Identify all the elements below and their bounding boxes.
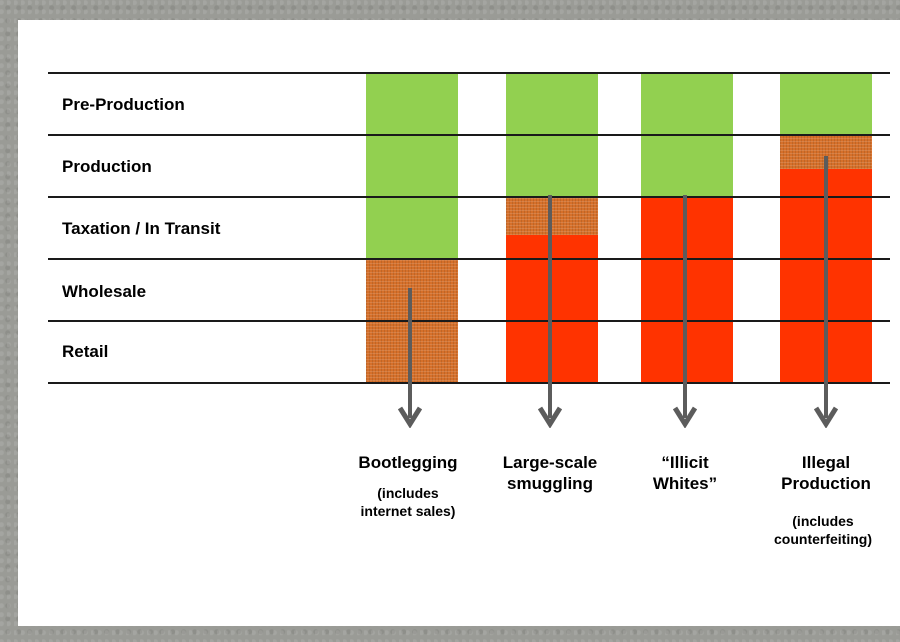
column-note-line: (includes [792, 513, 854, 529]
row-label-pre-production: Pre-Production [62, 95, 185, 114]
smuggling-arrow-shaft [548, 195, 552, 418]
column-note-bootlegging: (includes internet sales) [333, 484, 483, 520]
illicit-whites-legal-segment [641, 74, 733, 198]
slide: Pre-Production Production Taxation / In … [18, 20, 900, 626]
column-title-line: Production [781, 474, 871, 493]
row-label-taxation: Taxation / In Transit [62, 219, 221, 238]
column-title-line: Whites” [652, 474, 718, 493]
row-label-wholesale: Wholesale [62, 282, 147, 301]
bootlegging-legal-segment [366, 74, 458, 260]
down-arrow-icon [398, 406, 422, 428]
column-title-line: smuggling [507, 474, 593, 493]
smuggling-transition-segment [506, 198, 598, 235]
column-title-line: Bootlegging [358, 453, 458, 472]
column-note-illegal-production: (includes counterfeiting) [748, 512, 898, 548]
down-arrow-icon [673, 406, 697, 428]
column-title-illegal-production: Illegal Production [766, 452, 886, 494]
down-arrow-icon [538, 406, 562, 428]
row-divider [48, 72, 890, 74]
row-divider [48, 134, 890, 136]
column-title-illicit-whites: “Illicit Whites” [625, 452, 745, 494]
column-title-smuggling: Large-scale smuggling [490, 452, 610, 494]
smuggling-legal-segment [506, 74, 598, 198]
row-label-production: Production [62, 157, 152, 176]
column-title-line: Large-scale [502, 453, 598, 472]
illegal-production-arrow-shaft [824, 156, 828, 418]
column-title-line: Illegal [801, 453, 851, 472]
column-title-bootlegging: Bootlegging [348, 452, 468, 473]
column-note-line: (includes [377, 485, 439, 501]
illicit-whites-illicit-segment [641, 198, 733, 384]
column-title-line: “Illicit [661, 453, 709, 472]
row-divider [48, 258, 890, 260]
bootlegging-arrow-shaft [408, 288, 412, 418]
row-divider [48, 320, 890, 322]
down-arrow-icon [814, 406, 838, 428]
illegal-production-legal-segment [780, 74, 872, 136]
illicit-whites-arrow-shaft [683, 195, 687, 418]
column-note-line: counterfeiting) [774, 531, 872, 547]
row-divider [48, 196, 890, 198]
row-label-retail: Retail [62, 342, 109, 361]
row-divider [48, 382, 890, 384]
bootlegging-transition-segment [366, 260, 458, 384]
column-note-line: internet sales) [360, 503, 456, 519]
